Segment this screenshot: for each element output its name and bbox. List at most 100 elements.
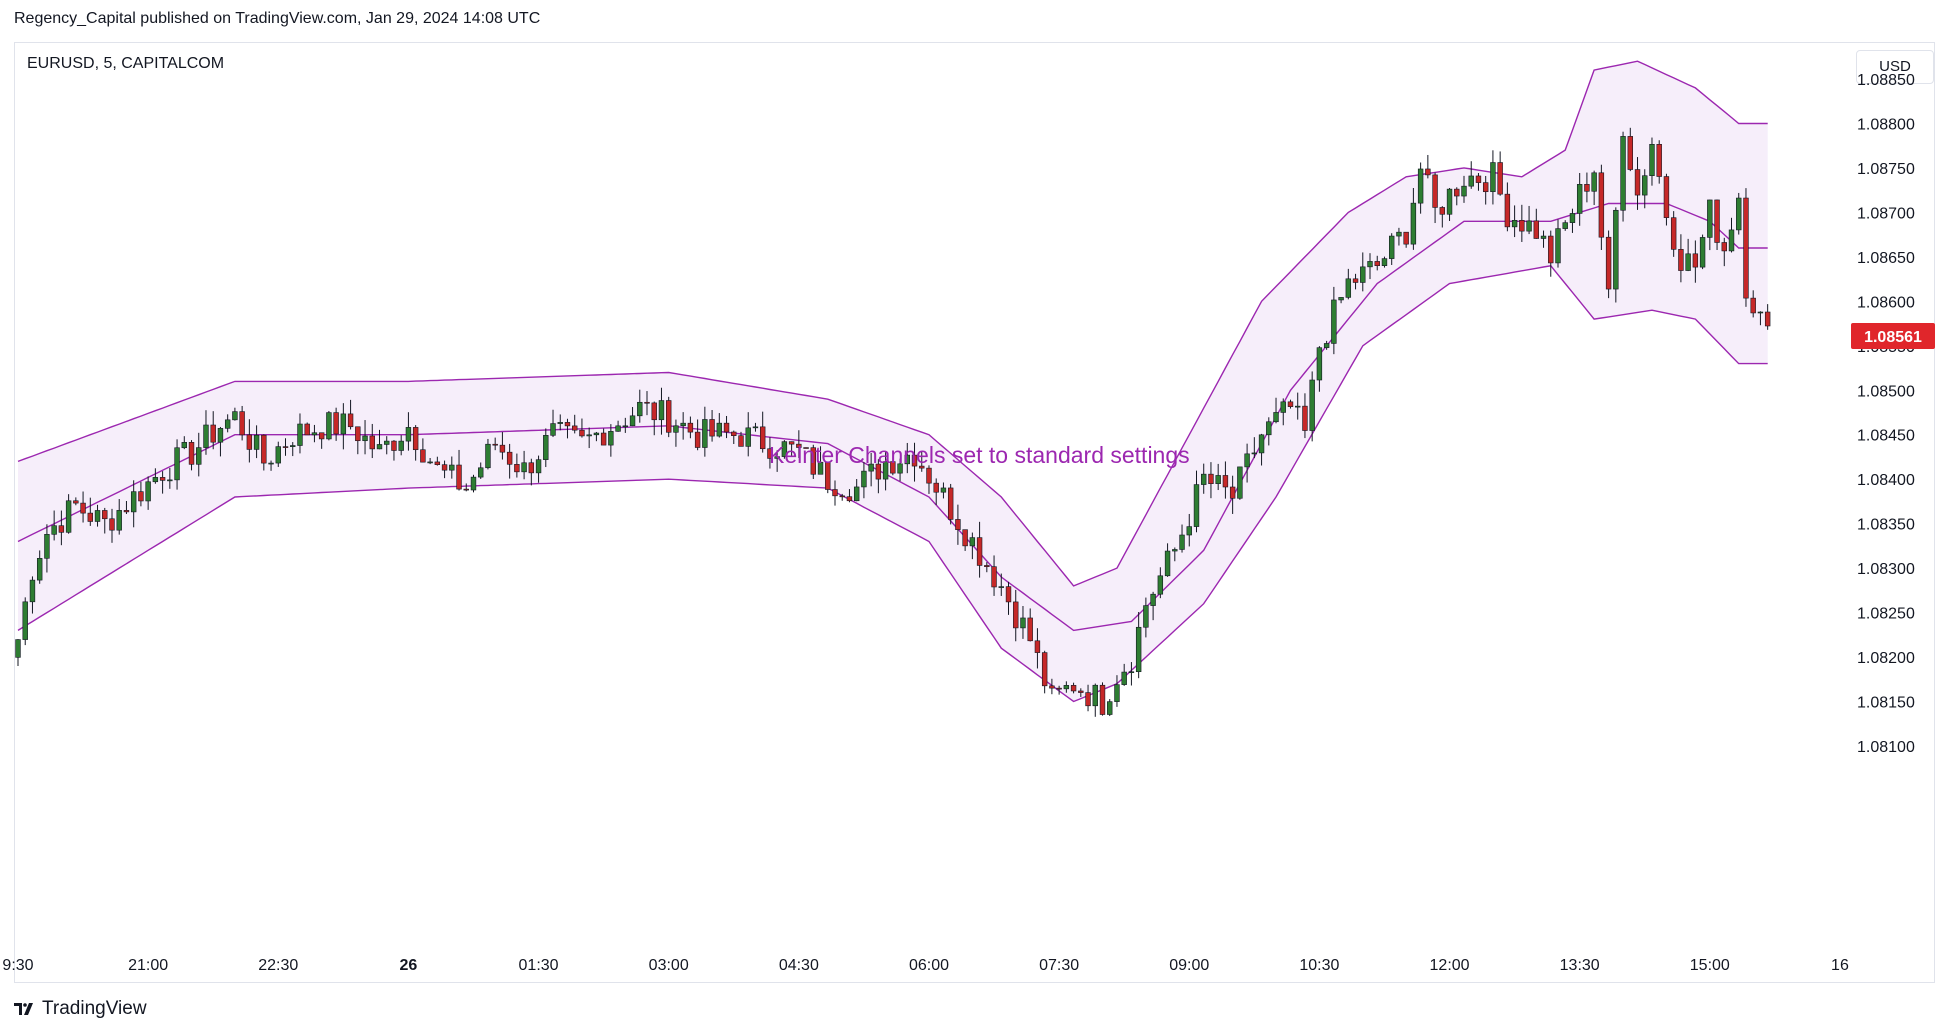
candle: [991, 555, 997, 596]
candle: [897, 458, 903, 482]
chart-pane[interactable]: [14, 42, 1935, 983]
candle: [94, 504, 101, 527]
candle: [1699, 234, 1706, 270]
candle: [644, 391, 650, 416]
candle: [210, 411, 216, 450]
candle: [217, 426, 224, 457]
x-tick-label: 12:00: [1430, 957, 1470, 974]
tradingview-logo[interactable]: TradingView: [14, 998, 147, 1020]
candle: [1273, 397, 1279, 424]
candle: [275, 441, 281, 467]
x-tick-label: 09:00: [1169, 957, 1209, 974]
candle: [224, 414, 231, 433]
candle: [1750, 290, 1756, 318]
candle: [709, 410, 715, 442]
candle: [694, 419, 701, 451]
candle: [123, 501, 130, 515]
candle: [290, 442, 296, 457]
candle: [1121, 663, 1127, 686]
candle: [398, 435, 404, 456]
candle: [543, 428, 549, 468]
keltner-fill: [18, 61, 1768, 702]
candle: [1222, 461, 1229, 499]
candle: [1490, 150, 1496, 205]
symbol-legend[interactable]: EURUSD, 5, CAPITALCOM: [27, 55, 225, 72]
candle: [1229, 475, 1236, 514]
candle: [1323, 340, 1330, 350]
candle: [1591, 170, 1597, 205]
x-tick-label: 03:00: [649, 957, 689, 974]
candle: [1128, 662, 1135, 686]
candle: [1085, 684, 1091, 712]
candle: [861, 462, 867, 499]
candle: [1063, 681, 1070, 693]
candle: [803, 447, 809, 449]
candle: [80, 491, 86, 523]
candle: [463, 483, 469, 492]
candle: [1338, 297, 1344, 304]
currency-button[interactable]: USD: [1856, 50, 1934, 84]
candle: [1678, 234, 1684, 283]
candle: [499, 432, 506, 460]
candle: [1497, 151, 1503, 196]
candle: [1526, 205, 1532, 235]
candle: [470, 474, 477, 493]
candle: [1056, 685, 1062, 695]
candle: [629, 407, 636, 427]
candle: [51, 510, 57, 541]
x-tick-label: 22:30: [258, 957, 298, 974]
candle: [1005, 581, 1012, 615]
candle: [1743, 188, 1749, 307]
candle: [253, 425, 260, 459]
candle: [1685, 238, 1691, 272]
x-tick-label: 07:30: [1039, 957, 1079, 974]
candle: [1041, 650, 1048, 694]
candle: [362, 420, 368, 455]
price-axis[interactable]: 1.08850 1.08800 1.08750 1.08700 1.08650 1.086…: [1857, 72, 1915, 756]
candle: [420, 438, 426, 463]
candle: [853, 479, 860, 502]
candle: [1078, 688, 1084, 697]
candle: [15, 639, 21, 666]
candle: [875, 459, 882, 494]
candle: [919, 451, 925, 472]
candle: [282, 438, 289, 456]
candle: [1584, 172, 1590, 203]
candle: [1186, 513, 1192, 547]
candle: [87, 497, 94, 526]
candle: [882, 450, 889, 491]
candle: [579, 418, 585, 438]
last-price-badge: [1851, 323, 1935, 350]
candle: [246, 419, 253, 463]
candle: [1258, 433, 1265, 466]
candle: [890, 461, 896, 476]
y-tick-label: 1.08700: [1857, 205, 1915, 222]
candle: [181, 436, 187, 450]
candle: [1316, 346, 1323, 392]
candle: [1092, 683, 1098, 717]
time-axis[interactable]: 9:30 21:00 22:30 26 01:30 03:00 04:30 06:00 07:3…: [2, 957, 1849, 974]
candle: [608, 424, 614, 457]
candle: [832, 480, 838, 506]
candle: [1656, 140, 1662, 184]
x-tick-label: 10:30: [1299, 957, 1339, 974]
candle: [1576, 172, 1583, 226]
candle: [1237, 466, 1243, 500]
candle: [196, 432, 202, 477]
candle: [767, 437, 773, 469]
candle: [752, 422, 759, 432]
candle: [326, 410, 332, 441]
candle: [1721, 237, 1727, 267]
candle: [1150, 591, 1156, 621]
candle: [268, 460, 274, 471]
candle: [506, 443, 513, 479]
chart-annotation[interactable]: Kelnter Channels set to standard setting…: [769, 442, 1190, 468]
candle: [1070, 682, 1077, 694]
candle: [1692, 240, 1699, 283]
candle: [1540, 230, 1547, 248]
x-tick-label: 15:00: [1690, 957, 1730, 974]
candle: [687, 416, 694, 439]
candle: [1439, 206, 1446, 228]
candle: [1302, 393, 1308, 439]
